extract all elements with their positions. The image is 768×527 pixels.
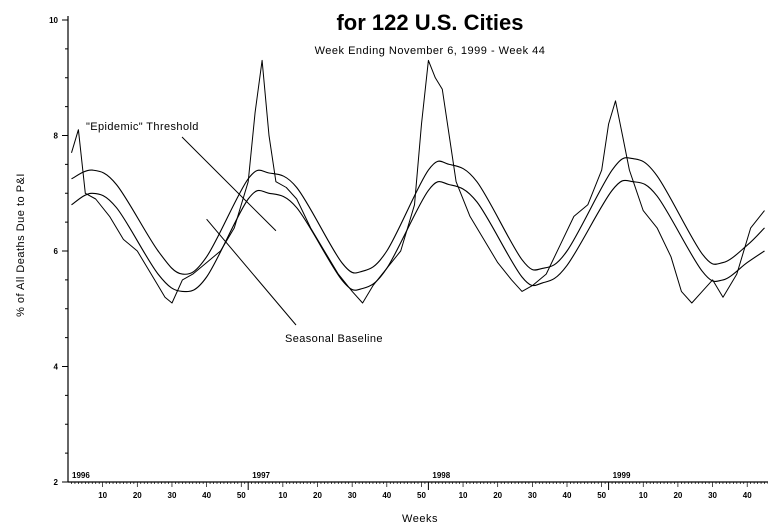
x-tick-label: 10 (459, 491, 468, 500)
x-tick-label: 10 (98, 491, 107, 500)
x-tick-label: 40 (563, 491, 572, 500)
x-tick-label: 30 (708, 491, 717, 500)
seasonal-baseline-series-line (71, 179, 765, 293)
y-tick-label: 2 (54, 478, 59, 487)
x-tick-label: 20 (133, 491, 142, 500)
y-tick-label: 8 (54, 132, 59, 141)
epidemic-threshold-series-line (71, 157, 765, 275)
x-tick-label: 20 (313, 491, 322, 500)
chart-subtitle: Week Ending November 6, 1999 - Week 44 (315, 45, 546, 57)
threshold-annotation: "Epidemic" Threshold (86, 121, 199, 133)
x-tick-label: 20 (493, 491, 502, 500)
baseline-annotation: Seasonal Baseline (285, 333, 383, 345)
x-tick-label: 50 (237, 491, 246, 500)
chart-title: for 122 U.S. Cities (336, 10, 523, 35)
series-layer (71, 59, 765, 304)
x-tick-label: 20 (673, 491, 682, 500)
x-tick-label: 40 (743, 491, 752, 500)
y-tick-label: 4 (54, 363, 59, 372)
x-tick-label: 30 (528, 491, 537, 500)
x-tick-label: 50 (597, 491, 606, 500)
observed-series-line (71, 59, 765, 304)
axes: 2 4 6 8 10 1996 10 20 30 40 50 1997 10 20 30 40 50 1998 10… (49, 16, 768, 500)
x-tick-label: 30 (348, 491, 357, 500)
y-tick-label: 10 (49, 16, 58, 25)
year-label: 1997 (252, 471, 270, 480)
x-tick-label: 30 (168, 491, 177, 500)
x-tick-label: 40 (382, 491, 391, 500)
y-axis-label: % of All Deaths Due to P&I (15, 173, 27, 317)
x-axis-label: Weeks (402, 513, 438, 525)
year-label: 1998 (432, 471, 450, 480)
baseline-annotation-line (206, 218, 297, 326)
year-label: 1996 (72, 471, 90, 480)
x-tick-label: 10 (639, 491, 648, 500)
year-label: 1999 (613, 471, 631, 480)
y-tick-label: 6 (54, 247, 59, 256)
threshold-annotation-line (181, 136, 277, 232)
x-tick-label: 50 (417, 491, 426, 500)
x-tick-label: 10 (278, 491, 287, 500)
x-tick-label: 40 (202, 491, 211, 500)
